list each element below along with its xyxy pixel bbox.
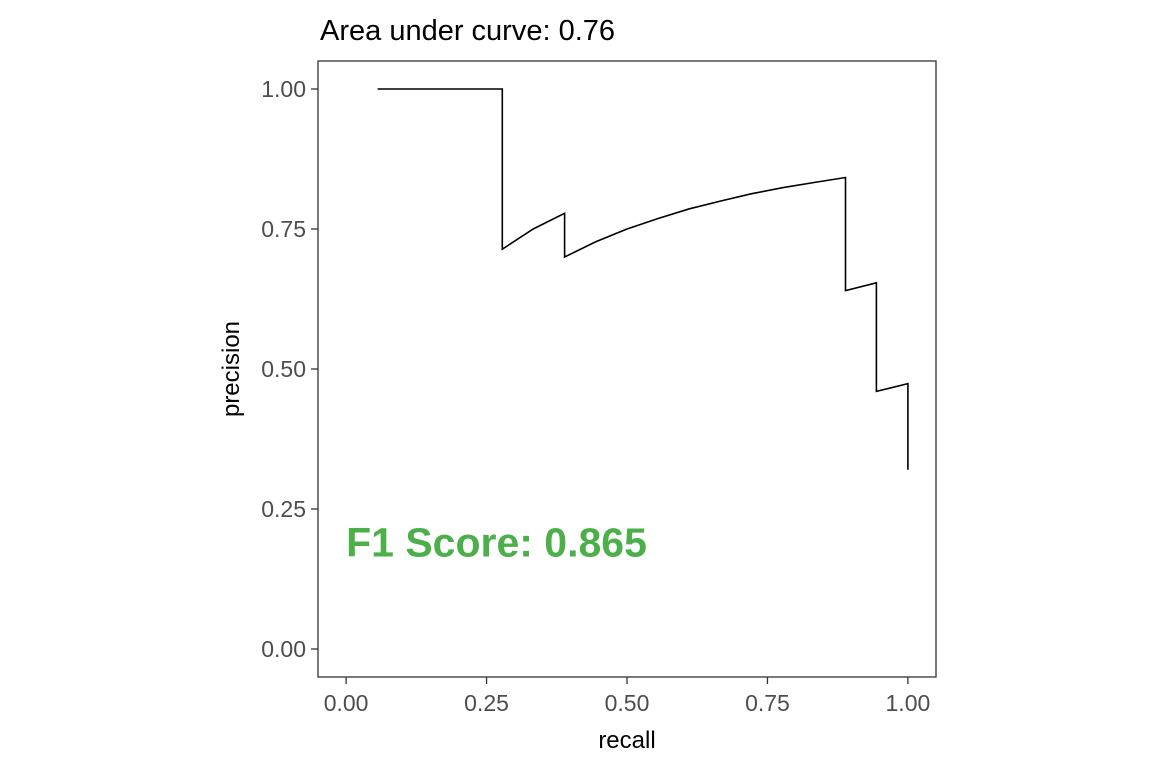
x-tick-label: 0.75 [745, 690, 790, 716]
y-axis: 0.00 0.25 0.50 0.75 1.00 [261, 76, 318, 662]
plot-panel [317, 60, 937, 678]
y-tick-label: 0.00 [261, 636, 306, 662]
precision-recall-line [377, 88, 909, 470]
x-tick-label: 0.25 [464, 690, 509, 716]
y-tick-label: 0.25 [261, 496, 306, 522]
x-tick-label: 0.00 [324, 690, 369, 716]
x-tick-label: 0.50 [605, 690, 650, 716]
x-axis: 0.00 0.25 0.50 0.75 1.00 [324, 677, 931, 716]
f1-score-annotation: F1 Score: 0.865 [346, 520, 647, 566]
y-axis-label: precision [218, 321, 245, 417]
y-tick-label: 0.50 [261, 356, 306, 382]
x-tick-label: 1.00 [886, 690, 931, 716]
chart-title: Area under curve: 0.76 [320, 15, 615, 47]
y-tick-label: 1.00 [261, 76, 306, 102]
y-tick-label: 0.75 [261, 216, 306, 242]
x-axis-label: recall [598, 727, 655, 754]
